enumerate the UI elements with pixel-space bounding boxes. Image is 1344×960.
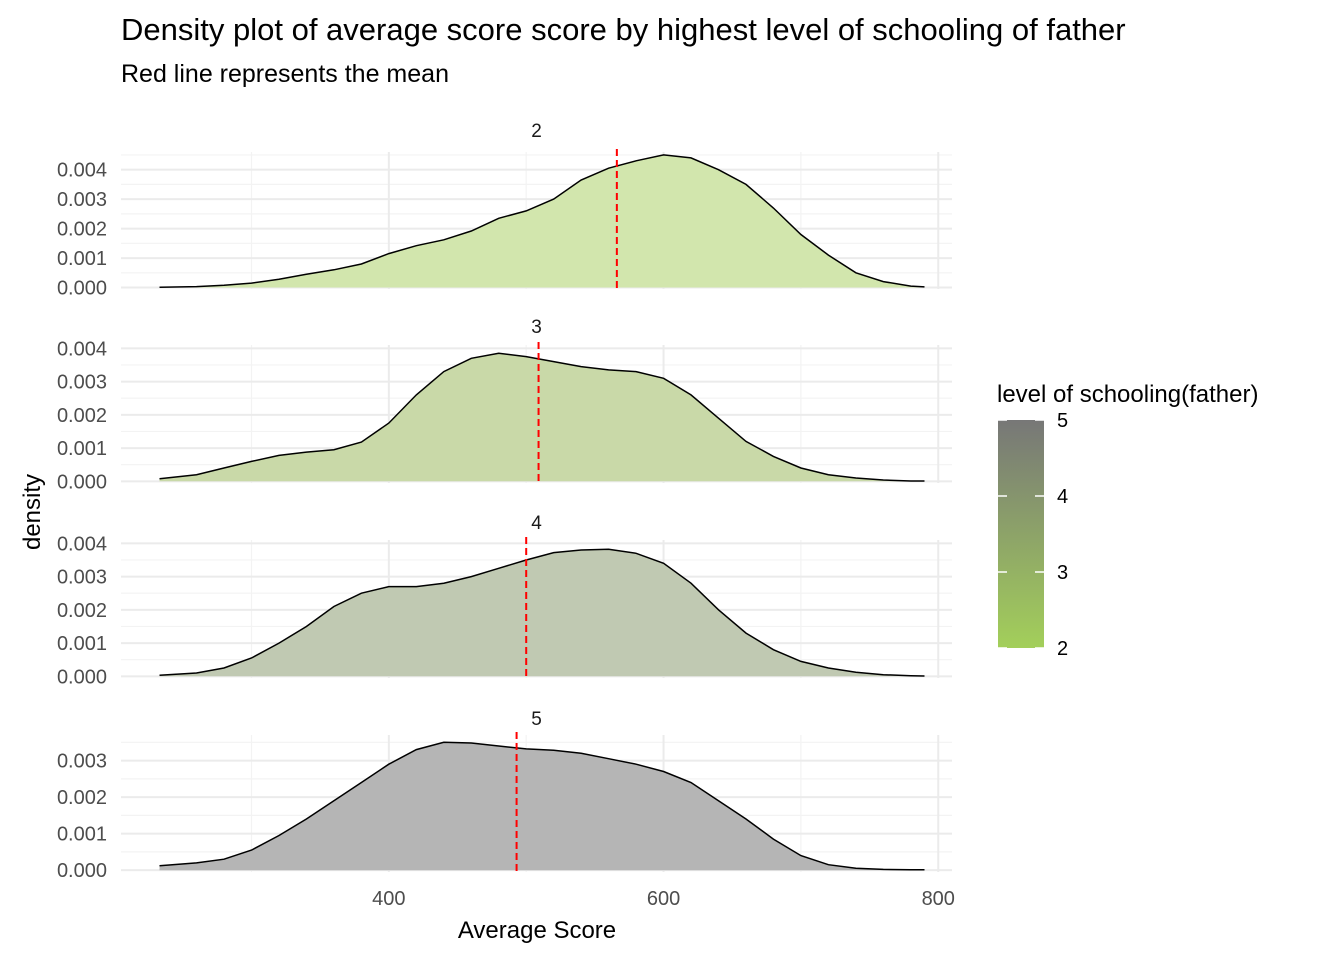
facet-strip-label: 4 bbox=[531, 513, 542, 534]
y-tick-label: 0.002 bbox=[57, 787, 107, 809]
facet-strip-label: 5 bbox=[531, 709, 542, 730]
y-tick-label: 0.004 bbox=[57, 338, 107, 360]
x-tick-label: 400 bbox=[372, 888, 405, 910]
x-tick-label: 600 bbox=[647, 888, 680, 910]
facet-panel-2: 0.000 0.001 0.002 0.003 0.004 2 bbox=[57, 121, 952, 300]
y-tick-label: 0.002 bbox=[57, 600, 107, 622]
legend-ticks: 5 4 3 2 bbox=[998, 410, 1068, 660]
y-tick-label: 0.001 bbox=[57, 824, 107, 846]
legend: level of schooling(father) 5 4 3 2 bbox=[997, 381, 1258, 660]
y-tick-label: 0.002 bbox=[57, 219, 107, 241]
y-tick-label: 0.003 bbox=[57, 189, 107, 211]
facet-panel-5: 0.000 0.001 0.002 0.003 5 bbox=[57, 709, 952, 882]
legend-label: 2 bbox=[1057, 638, 1068, 660]
y-tick-label: 0.003 bbox=[57, 372, 107, 394]
facet-panel-4: 0.000 0.001 0.002 0.003 0.004 4 bbox=[57, 513, 952, 688]
density-area bbox=[159, 549, 925, 677]
y-tick-label: 0.004 bbox=[57, 533, 107, 555]
y-tick-label: 0.001 bbox=[57, 633, 107, 655]
x-axis: 400 600 800 bbox=[372, 888, 955, 910]
facet-strip-label: 3 bbox=[531, 317, 542, 338]
x-tick-label: 800 bbox=[922, 888, 955, 910]
density-line bbox=[159, 154, 925, 288]
density-area bbox=[159, 353, 925, 482]
y-tick-label: 0.004 bbox=[57, 160, 107, 182]
legend-title: level of schooling(father) bbox=[997, 381, 1258, 408]
y-tick-label: 0.003 bbox=[57, 567, 107, 589]
facet-panels: 0.0000.0010.0020.0030.00420.0000.0010.00… bbox=[57, 121, 952, 882]
chart-title: Density plot of average score score by h… bbox=[121, 12, 1126, 47]
chart-subtitle: Red line represents the mean bbox=[121, 60, 449, 88]
legend-colorbar bbox=[998, 420, 1044, 648]
facet-strip-label: 2 bbox=[531, 121, 542, 142]
density-line bbox=[159, 741, 925, 871]
legend-label: 3 bbox=[1057, 562, 1068, 584]
density-area bbox=[159, 154, 925, 288]
y-tick-label: 0.001 bbox=[57, 438, 107, 460]
x-axis-title: Average Score bbox=[458, 917, 616, 944]
y-tick-label: 0.000 bbox=[57, 666, 107, 688]
y-tick-label: 0.001 bbox=[57, 248, 107, 270]
y-tick-label: 0.000 bbox=[57, 278, 107, 300]
density-line bbox=[159, 548, 925, 677]
legend-label: 5 bbox=[1057, 410, 1068, 432]
density-area bbox=[159, 742, 925, 871]
facet-panel-3: 0.000 0.001 0.002 0.003 0.004 3 bbox=[57, 317, 952, 493]
y-tick-label: 0.003 bbox=[57, 751, 107, 773]
density-line bbox=[159, 352, 925, 482]
y-tick-label: 0.000 bbox=[57, 471, 107, 493]
legend-label: 4 bbox=[1057, 486, 1068, 508]
y-axis-title: density bbox=[19, 474, 46, 550]
y-tick-label: 0.000 bbox=[57, 860, 107, 882]
y-tick-label: 0.002 bbox=[57, 405, 107, 427]
